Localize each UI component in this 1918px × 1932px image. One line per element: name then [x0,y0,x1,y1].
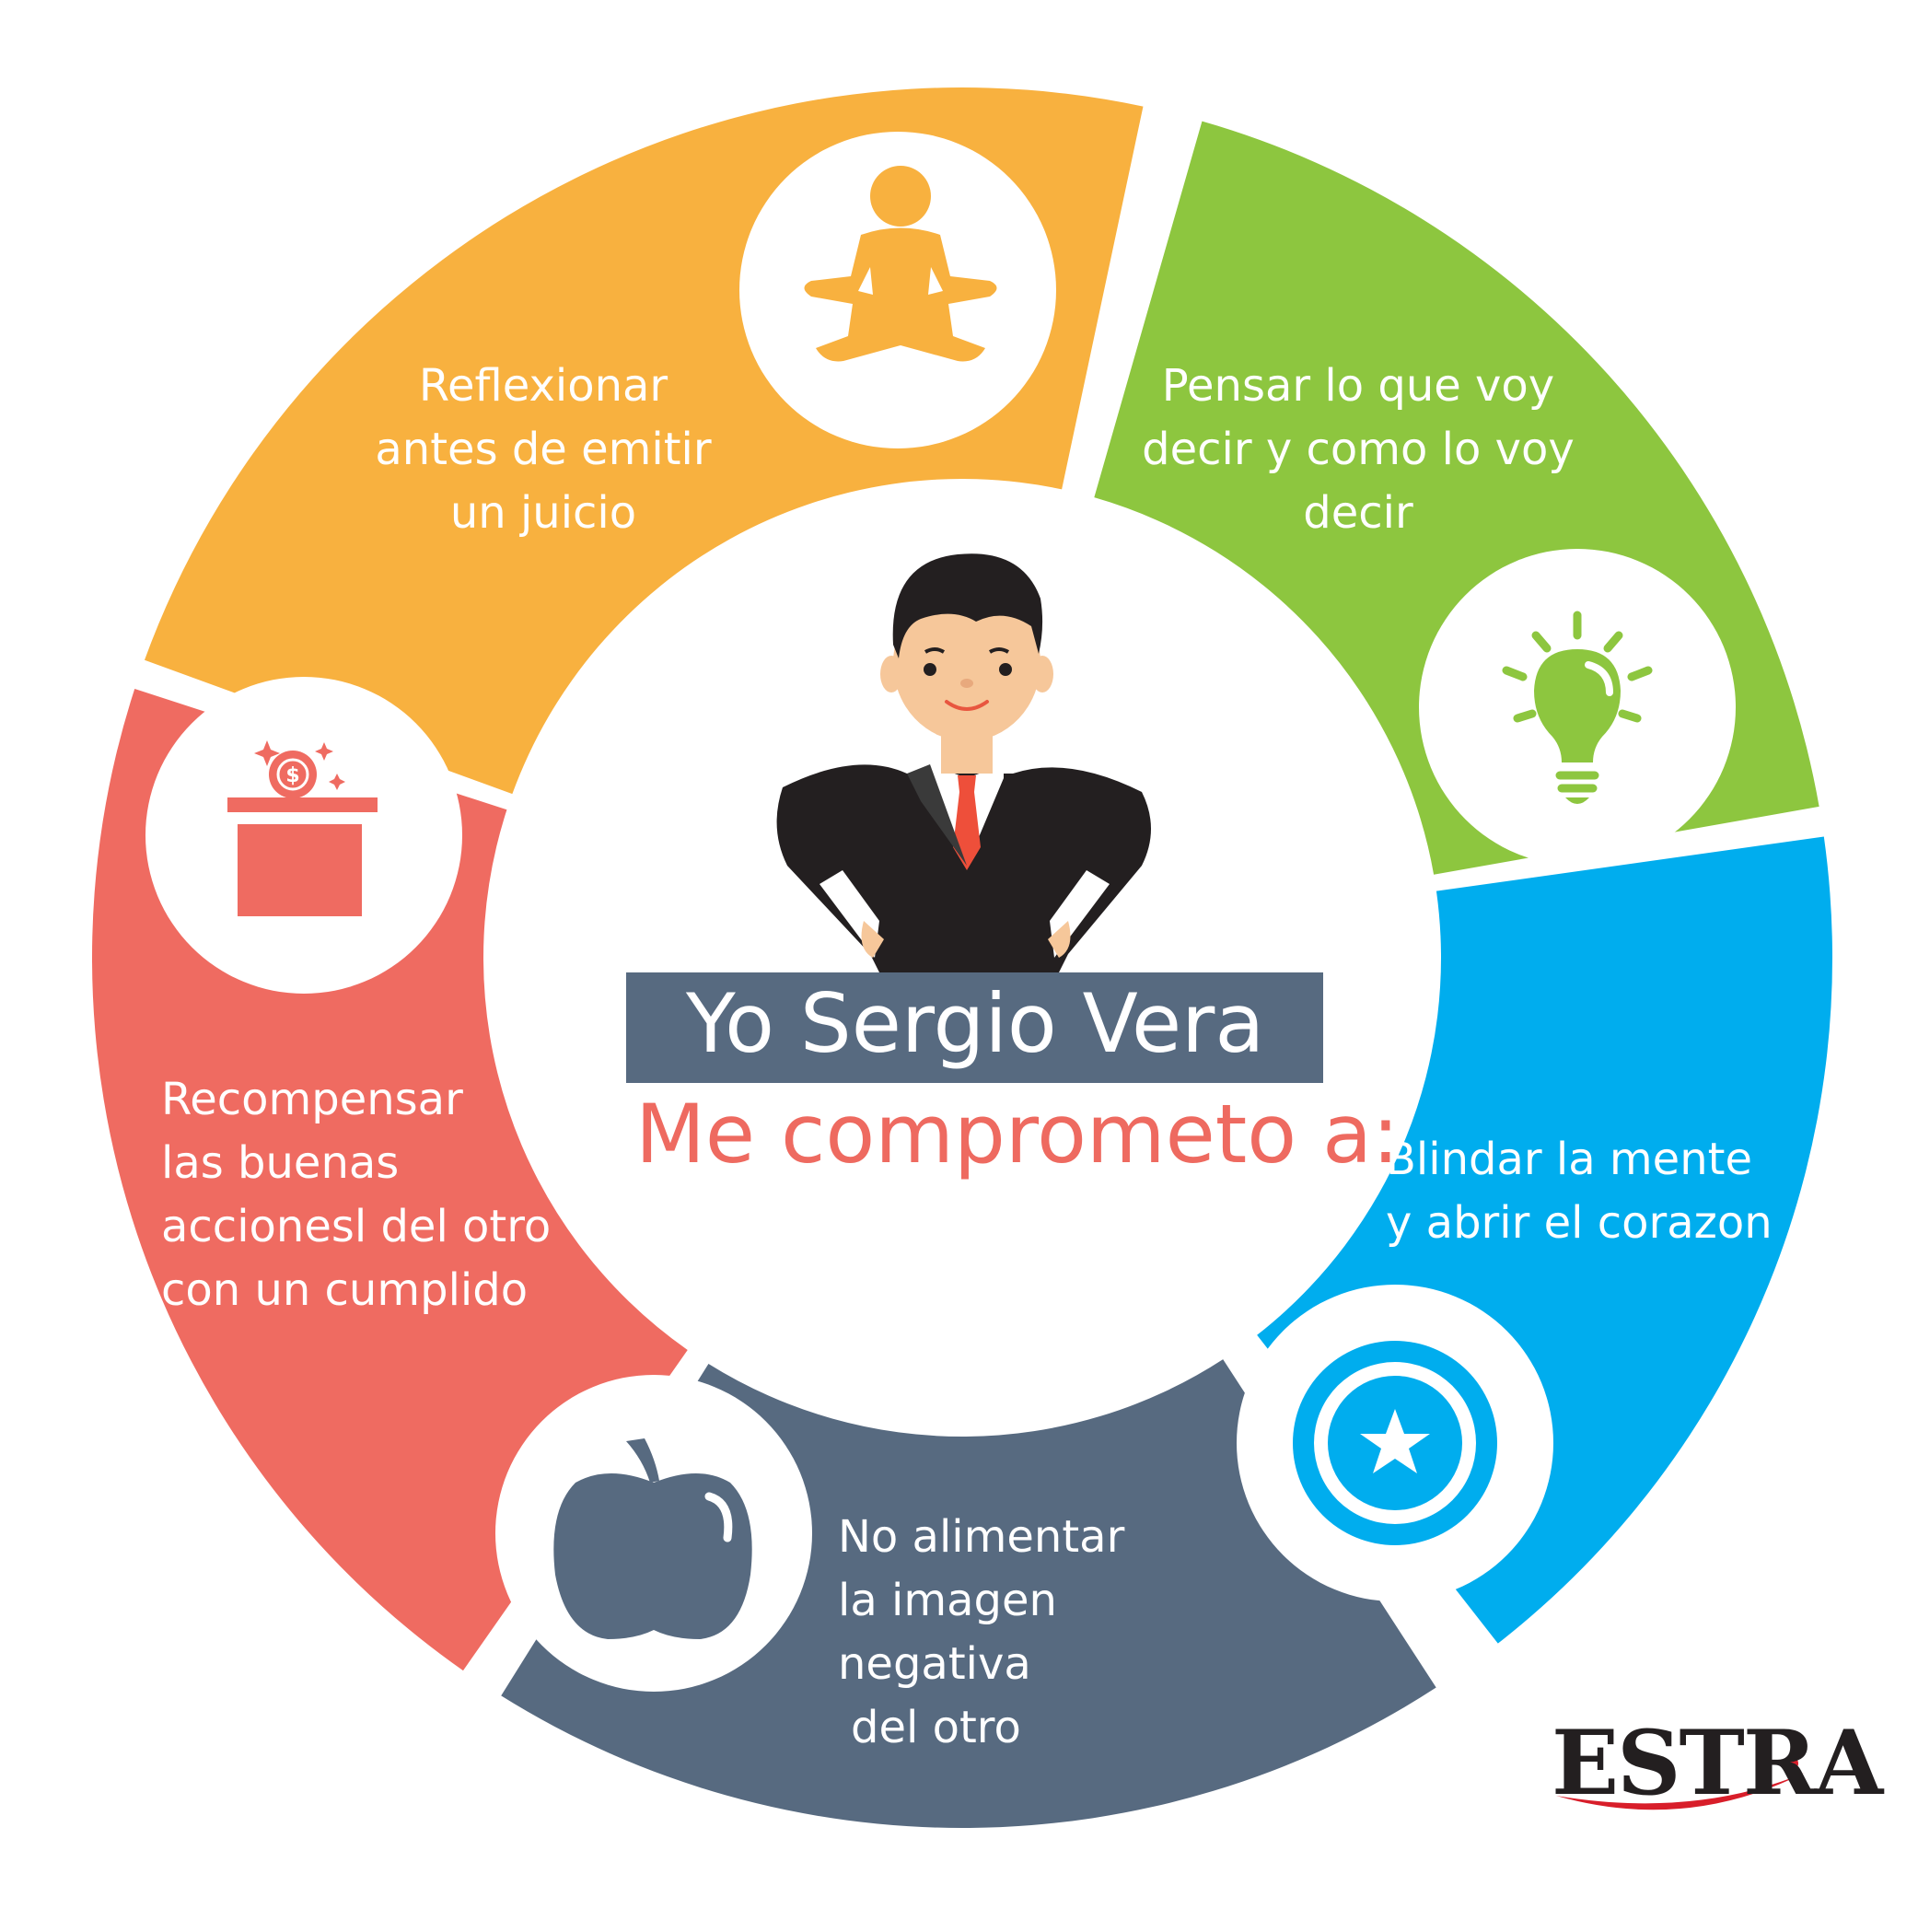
icon-circle-slate [495,1375,812,1692]
apple-icon [553,1438,752,1639]
segment-text-green: Pensar lo que voy decir y como lo voy de… [1142,360,1575,539]
estra-logo-text: ESTRA [1552,1711,1883,1815]
icon-circle-coral: $ [145,677,462,994]
segment-text-coral: Recompensar las buenas accionesl del otr… [161,1074,552,1316]
segment-text-slate: No alimentar la imagen negativa del otro [838,1511,1125,1753]
icon-circle-blue [1237,1285,1553,1601]
meditation-icon [804,166,997,362]
pledge-title: Me comprometo a: [635,1087,1400,1181]
businessman-illustration [776,553,1151,972]
estra-logo-swoosh [1556,1756,1805,1810]
name-title: Yo Sergio Vera [686,976,1265,1071]
icon-circle-orange [739,132,1056,448]
name-banner [626,972,1323,1083]
icon-circle-green [1419,549,1736,866]
star-shield-icon [1293,1341,1497,1545]
lightbulb-icon [1502,611,1653,804]
estra-logo: ESTRA [1552,1708,1883,1819]
coin-box-icon: $ [227,740,378,916]
segment-text-orange: Reflexionar antes de emitir un juicio [375,360,712,539]
segment-text-blue: Blindar la mente y abrir el corazon [1386,1134,1773,1249]
svg-text:$: $ [285,764,299,787]
